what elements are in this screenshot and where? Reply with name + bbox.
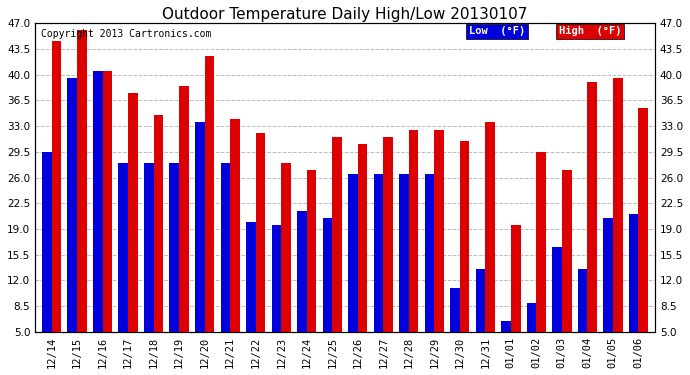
Bar — [587, 82, 597, 332]
Bar — [119, 163, 128, 332]
Bar — [460, 141, 469, 332]
Bar — [195, 122, 205, 332]
Bar — [93, 71, 103, 332]
Text: Copyright 2013 Cartronics.com: Copyright 2013 Cartronics.com — [41, 29, 212, 39]
Bar — [205, 56, 215, 332]
Bar — [128, 93, 138, 332]
Bar — [144, 163, 154, 332]
Bar — [77, 30, 87, 332]
Bar — [230, 119, 240, 332]
Bar — [42, 152, 52, 332]
Bar — [307, 170, 317, 332]
Bar — [68, 78, 77, 332]
Bar — [348, 174, 357, 332]
Bar — [297, 211, 307, 332]
Bar — [629, 214, 638, 332]
Bar — [52, 42, 61, 332]
Bar — [179, 86, 189, 332]
Bar — [613, 78, 622, 332]
Bar — [383, 137, 393, 332]
Text: High  (°F): High (°F) — [559, 26, 622, 36]
Bar — [536, 152, 546, 332]
Bar — [256, 134, 266, 332]
Bar — [424, 174, 434, 332]
Bar — [272, 225, 282, 332]
Bar — [282, 163, 291, 332]
Bar — [333, 137, 342, 332]
Bar — [552, 248, 562, 332]
Text: Low  (°F): Low (°F) — [469, 26, 525, 36]
Bar — [357, 144, 368, 332]
Bar — [221, 163, 230, 332]
Bar — [562, 170, 571, 332]
Bar — [170, 163, 179, 332]
Bar — [638, 108, 648, 332]
Bar — [475, 270, 485, 332]
Bar — [399, 174, 408, 332]
Bar — [434, 130, 444, 332]
Bar — [511, 225, 520, 332]
Bar — [103, 71, 112, 332]
Bar — [578, 270, 587, 332]
Bar — [450, 288, 460, 332]
Bar — [154, 115, 164, 332]
Bar — [408, 130, 418, 332]
Bar — [322, 218, 333, 332]
Title: Outdoor Temperature Daily High/Low 20130107: Outdoor Temperature Daily High/Low 20130… — [162, 7, 528, 22]
Bar — [373, 174, 383, 332]
Bar — [603, 218, 613, 332]
Bar — [501, 321, 511, 332]
Bar — [526, 303, 536, 332]
Bar — [246, 222, 256, 332]
Bar — [485, 122, 495, 332]
